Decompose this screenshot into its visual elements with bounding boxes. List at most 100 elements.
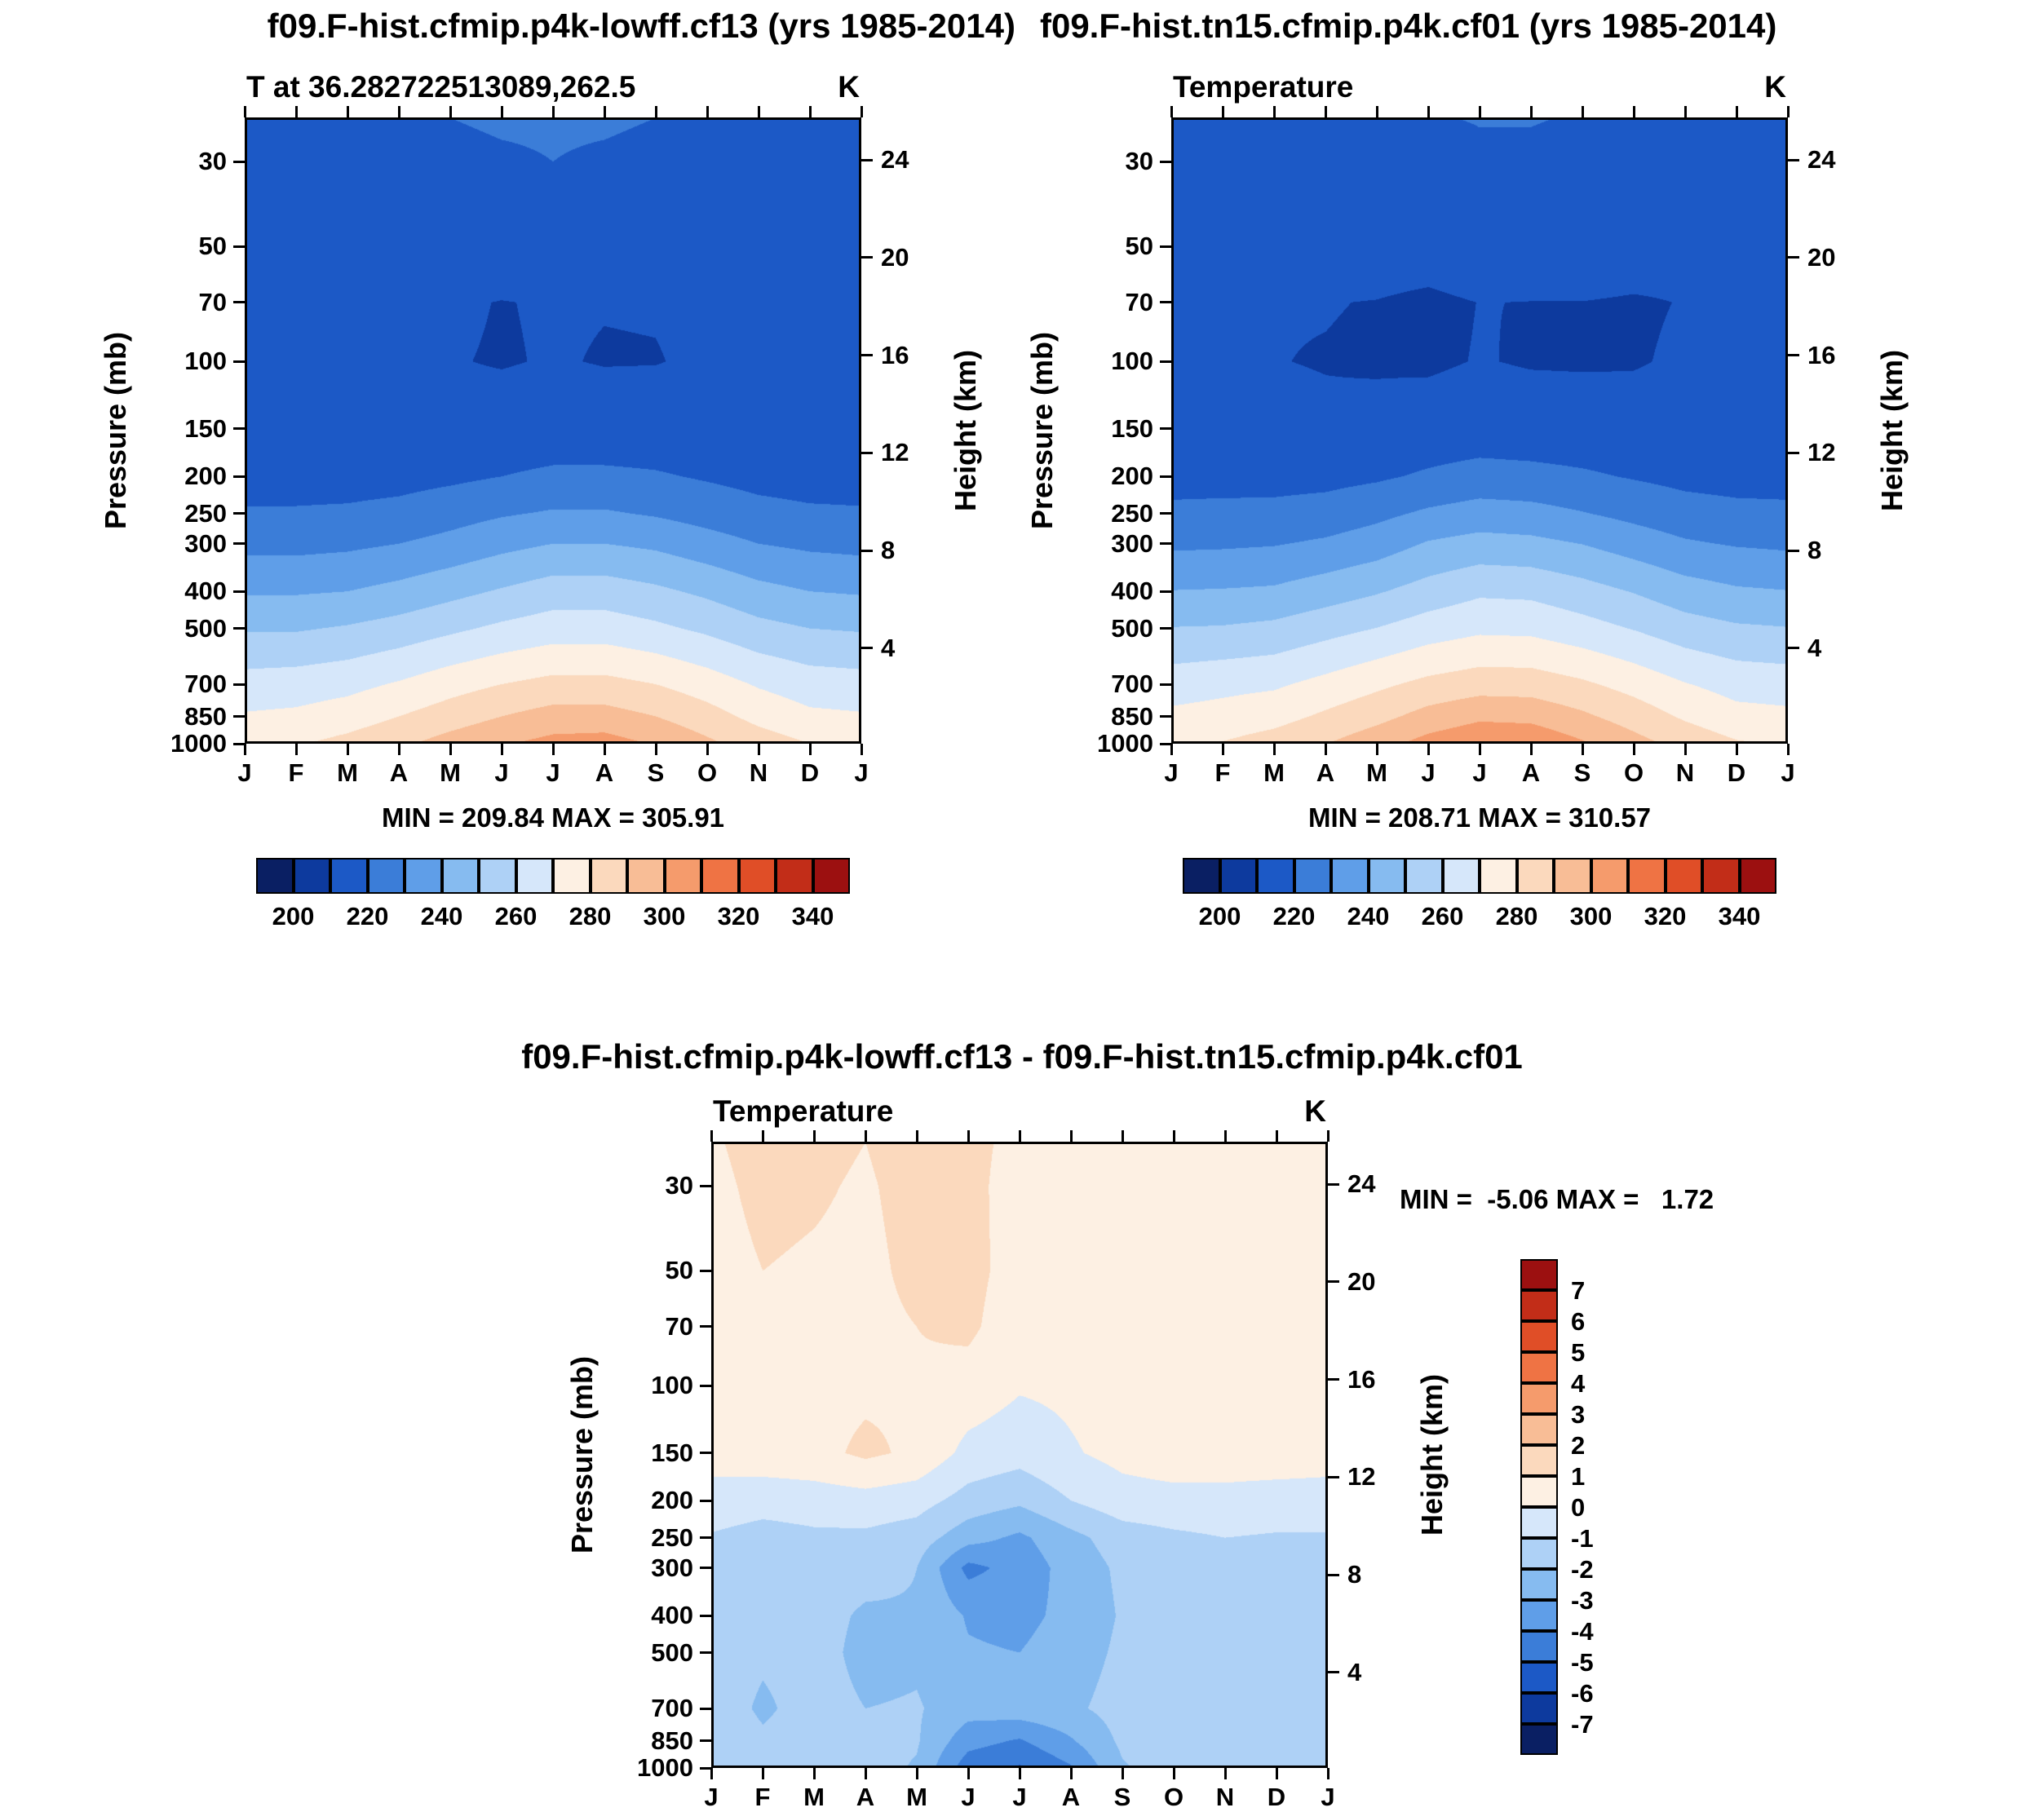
contour-canvas: [711, 1142, 1328, 1768]
month-tick: [710, 1130, 713, 1142]
month-tick: [1478, 106, 1481, 117]
colorbar-tick-label: -3: [1571, 1586, 1594, 1615]
pressure-tick-label: 200: [184, 462, 227, 491]
colorbar-tick-label: 300: [643, 902, 686, 930]
colorbar-cell: [441, 858, 479, 894]
height-axis-title: Height (km): [949, 350, 982, 511]
colorbar: [1520, 1259, 1558, 1755]
pressure-tick-label: 700: [1111, 670, 1153, 699]
month-tick: [812, 1130, 816, 1142]
month-tick: [1172, 1130, 1175, 1142]
pressure-tick-label: 150: [1111, 413, 1153, 443]
colorbar-cell: [1294, 858, 1331, 894]
month-tick-label: O: [1163, 1783, 1184, 1811]
colorbar-cell: [553, 858, 591, 894]
stats-label: MIN = -5.06 MAX = 1.72: [1400, 1184, 1714, 1214]
colorbar-tick-label: -7: [1571, 1710, 1594, 1739]
month-tick-label: J: [494, 758, 509, 787]
colorbar-cell: [1520, 1569, 1558, 1600]
month-tick-label: A: [856, 1783, 875, 1811]
pressure-tick-label: 100: [1111, 347, 1153, 376]
colorbar-tick-label: 1: [1571, 1462, 1586, 1491]
colorbar-cell: [701, 858, 739, 894]
height-tick-label: 4: [1347, 1657, 1362, 1686]
colorbar-cell: [1628, 858, 1666, 894]
colorbar-tick-label: 5: [1571, 1338, 1586, 1367]
colorbar-cell: [256, 858, 294, 894]
height-tick: [1788, 158, 1799, 161]
colorbar-cell: [1554, 858, 1591, 894]
month-tick-label: J: [854, 758, 869, 787]
colorbar-tick-label: 0: [1571, 1493, 1586, 1522]
month-tick: [449, 106, 452, 117]
month-tick-label: O: [1623, 758, 1644, 787]
colorbar-cell: [1665, 858, 1702, 894]
pressure-tick-label: 30: [1125, 147, 1153, 176]
pressure-tick-label: 200: [651, 1486, 693, 1515]
month-tick-label: J: [546, 758, 560, 787]
month-tick-label: N: [1675, 758, 1695, 787]
height-axis-title: Height (km): [1875, 350, 1909, 511]
pressure-tick: [233, 590, 245, 593]
month-tick-label: N: [749, 758, 768, 787]
month-tick: [1478, 744, 1481, 755]
colorbar-cell: [1257, 858, 1294, 894]
units-label: K: [1304, 1094, 1326, 1128]
colorbar-tick-label: 2: [1571, 1431, 1586, 1460]
month-tick: [864, 1768, 867, 1779]
month-tick: [1170, 106, 1173, 117]
pressure-tick: [1160, 512, 1171, 515]
height-tick: [1328, 1378, 1339, 1381]
month-tick: [1427, 106, 1430, 117]
month-tick-label: S: [1573, 758, 1591, 787]
month-tick: [761, 1130, 764, 1142]
pressure-tick-label: 70: [1125, 287, 1153, 316]
month-tick: [1324, 106, 1327, 117]
height-tick-label: 8: [881, 536, 896, 565]
month-tick-label: S: [1113, 1783, 1131, 1811]
month-tick: [654, 744, 657, 755]
colorbar-cell: [1520, 1290, 1558, 1321]
height-tick: [1788, 647, 1799, 650]
pressure-tick-label: 300: [1111, 528, 1153, 558]
colorbar-tick-label: -2: [1571, 1555, 1594, 1584]
month-tick: [551, 744, 555, 755]
colorbar-tick-label: 3: [1571, 1400, 1586, 1429]
colorbar-tick-label: 280: [1495, 902, 1538, 930]
colorbar-tick-label: 200: [1198, 902, 1241, 930]
colorbar-tick-label: 6: [1571, 1307, 1586, 1336]
pressure-tick: [700, 1325, 711, 1328]
pressure-tick-label: 1000: [170, 729, 227, 758]
height-tick-label: 4: [1807, 633, 1822, 662]
height-tick: [1328, 1280, 1339, 1284]
colorbar-tick-label: -1: [1571, 1524, 1594, 1553]
month-tick: [1275, 1130, 1278, 1142]
pressure-tick-label: 30: [198, 147, 227, 176]
panel-subtitle: T at 36.282722513089,262.5: [246, 70, 636, 104]
colorbar-tick-label: 260: [1421, 902, 1464, 930]
height-tick: [861, 451, 873, 454]
pressure-tick: [233, 542, 245, 546]
month-tick-label: M: [803, 1783, 825, 1811]
month-tick-label: D: [1267, 1783, 1286, 1811]
month-tick: [1326, 1768, 1329, 1779]
month-tick-label: J: [1164, 758, 1179, 787]
pressure-tick-label: 250: [184, 498, 227, 528]
month-tick-label: A: [1521, 758, 1541, 787]
pressure-tick-label: 70: [198, 287, 227, 316]
month-tick: [808, 106, 812, 117]
height-tick: [1328, 1671, 1339, 1674]
month-tick: [1121, 1768, 1124, 1779]
height-tick-label: 12: [1807, 438, 1836, 467]
colorbar-cell: [1702, 858, 1740, 894]
colorbar-cell: [664, 858, 701, 894]
month-tick: [1324, 744, 1327, 755]
colorbar-cell: [627, 858, 665, 894]
colorbar-tick-label: 280: [569, 902, 612, 930]
colorbar-cell: [738, 858, 776, 894]
pressure-tick-label: 1000: [1097, 729, 1153, 758]
colorbar-cell: [1520, 1600, 1558, 1631]
month-tick-label: J: [1781, 758, 1795, 787]
month-tick: [654, 106, 657, 117]
month-tick: [1275, 1768, 1278, 1779]
